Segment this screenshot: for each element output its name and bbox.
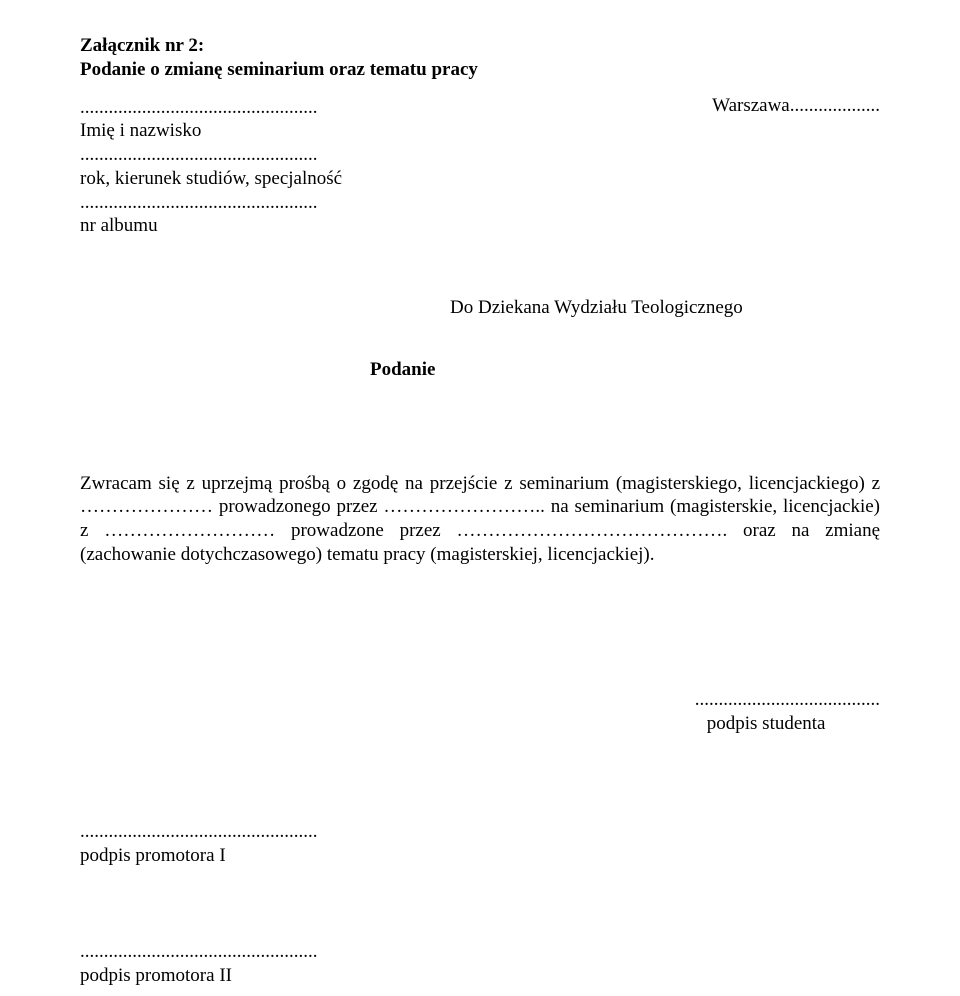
- attachment-heading-line1: Załącznik nr 2:: [80, 34, 880, 58]
- album-dots: ........................................…: [80, 191, 880, 215]
- document-page: Załącznik nr 2: Podanie o zmianę seminar…: [0, 0, 960, 996]
- year-dots: ........................................…: [80, 143, 880, 167]
- form-title: Podanie: [370, 358, 880, 382]
- promotor1-sig-dots: ........................................…: [80, 820, 318, 844]
- student-sig-dots: .......................................: [695, 688, 880, 712]
- year-label: rok, kierunek studiów, specjalność: [80, 167, 880, 191]
- signature-student: ....................................... …: [707, 688, 880, 736]
- promotor2-sig-label: podpis promotora II: [80, 964, 318, 988]
- recipient-line: Do Dziekana Wydziału Teologicznego: [450, 296, 880, 320]
- promotor2-sig-dots: ........................................…: [80, 940, 318, 964]
- city-date: Warszawa...................: [712, 94, 880, 118]
- signature-promotor1: ........................................…: [80, 820, 318, 868]
- signature-promotor2: ........................................…: [80, 940, 318, 988]
- album-label: nr albumu: [80, 214, 880, 238]
- application-body: Zwracam się z uprzejmą prośbą o zgodę na…: [80, 472, 880, 567]
- student-sig-label: podpis studenta: [707, 712, 880, 736]
- name-label: Imię i nazwisko: [80, 119, 880, 143]
- attachment-heading-line2: Podanie o zmianę seminarium oraz tematu …: [80, 58, 880, 82]
- promotor1-sig-label: podpis promotora I: [80, 844, 318, 868]
